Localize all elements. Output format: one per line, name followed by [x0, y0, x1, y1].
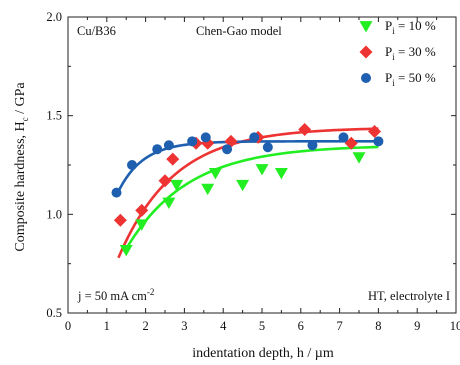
- data-point: [127, 160, 138, 170]
- chart-title: Chen-Gao model: [196, 24, 282, 38]
- data-point: [352, 152, 366, 164]
- x-tick-label: 4: [220, 319, 227, 333]
- y-axis-label-main: Composite hardness, H: [13, 121, 28, 251]
- axis-ticks: [67, 16, 457, 314]
- data-point: [373, 136, 384, 147]
- y-axis-label: Composite hardness, Hc / GPa: [13, 82, 30, 252]
- legend-marker: [359, 45, 373, 59]
- legend-label-main: P: [385, 44, 392, 59]
- data-point: [208, 168, 222, 180]
- annotation-electrolyte: HT, electrolyte I: [368, 289, 450, 303]
- data-point: [249, 132, 260, 143]
- data-point: [255, 164, 269, 176]
- data-point: [111, 187, 122, 198]
- data-point: [166, 152, 180, 166]
- data-point: [163, 140, 174, 151]
- annotation-current-density-text: j = 50 mA cm: [77, 289, 147, 303]
- data-point: [162, 197, 176, 209]
- legend-label-value: = 50 %: [395, 70, 436, 85]
- legend: Pi = 10 %Pi = 30 %Pi = 50 %: [359, 18, 436, 88]
- x-axis-label: indentation depth, h / µm: [192, 346, 334, 361]
- legend-marker: [359, 21, 373, 33]
- data-markers: [111, 122, 384, 257]
- annotation-current-density: j = 50 mA cm-2: [77, 287, 154, 303]
- x-tick-label: 1: [104, 319, 110, 333]
- data-point: [368, 124, 382, 138]
- data-point: [201, 183, 215, 196]
- fit-curve: [123, 145, 379, 253]
- x-tick-label: 8: [375, 319, 381, 333]
- x-tick-label: 3: [181, 319, 187, 333]
- legend-marker: [361, 73, 371, 83]
- x-tick-label: 5: [259, 319, 265, 333]
- data-point: [119, 244, 133, 257]
- legend-label: Pi = 50 %: [385, 70, 436, 88]
- data-point: [262, 142, 273, 153]
- x-tick-label: 2: [142, 319, 148, 333]
- axis-tick-labels: 0 1 2 3 4 5 6 7 8 9 10 0.5 1.0 1.5 2.0: [46, 10, 460, 333]
- data-point: [222, 144, 233, 155]
- data-point: [170, 179, 184, 192]
- legend-label-subscript: i: [392, 78, 395, 88]
- fit-curve: [117, 127, 379, 259]
- annotation-sample: Cu/B36: [77, 24, 116, 38]
- data-point: [298, 122, 312, 136]
- y-axis-label-subscript: c: [20, 117, 30, 121]
- data-point: [187, 136, 198, 147]
- data-point: [152, 144, 163, 155]
- data-point: [274, 168, 288, 180]
- legend-label-subscript: i: [392, 26, 395, 36]
- y-tick-label: 1.0: [46, 207, 62, 221]
- legend-label: Pi = 30 %: [385, 44, 436, 62]
- legend-label-main: P: [385, 18, 392, 33]
- annotation-current-density-exponent: -2: [147, 287, 155, 297]
- x-tick-label: 10: [450, 319, 460, 333]
- data-point: [236, 179, 250, 192]
- y-tick-label: 0.5: [46, 306, 62, 320]
- legend-label-value: = 30 %: [395, 44, 436, 59]
- legend-label-subscript: i: [392, 52, 395, 62]
- legend-label-value: = 10 %: [395, 18, 436, 33]
- y-tick-label: 2.0: [46, 10, 62, 24]
- data-point: [113, 213, 127, 227]
- y-tick-label: 1.5: [46, 109, 62, 123]
- x-tick-label: 0: [65, 319, 71, 333]
- data-point: [135, 219, 149, 231]
- x-tick-label: 6: [298, 319, 304, 333]
- legend-label-main: P: [385, 70, 392, 85]
- data-point: [344, 136, 358, 150]
- data-point: [200, 132, 211, 143]
- data-point: [338, 132, 349, 143]
- data-point: [307, 140, 318, 151]
- x-tick-label: 7: [336, 319, 342, 333]
- x-tick-label: 9: [414, 319, 420, 333]
- data-point: [158, 174, 172, 188]
- data-point: [135, 203, 149, 217]
- legend-label: Pi = 10 %: [385, 18, 436, 36]
- y-axis-label-unit: / GPa: [13, 82, 28, 118]
